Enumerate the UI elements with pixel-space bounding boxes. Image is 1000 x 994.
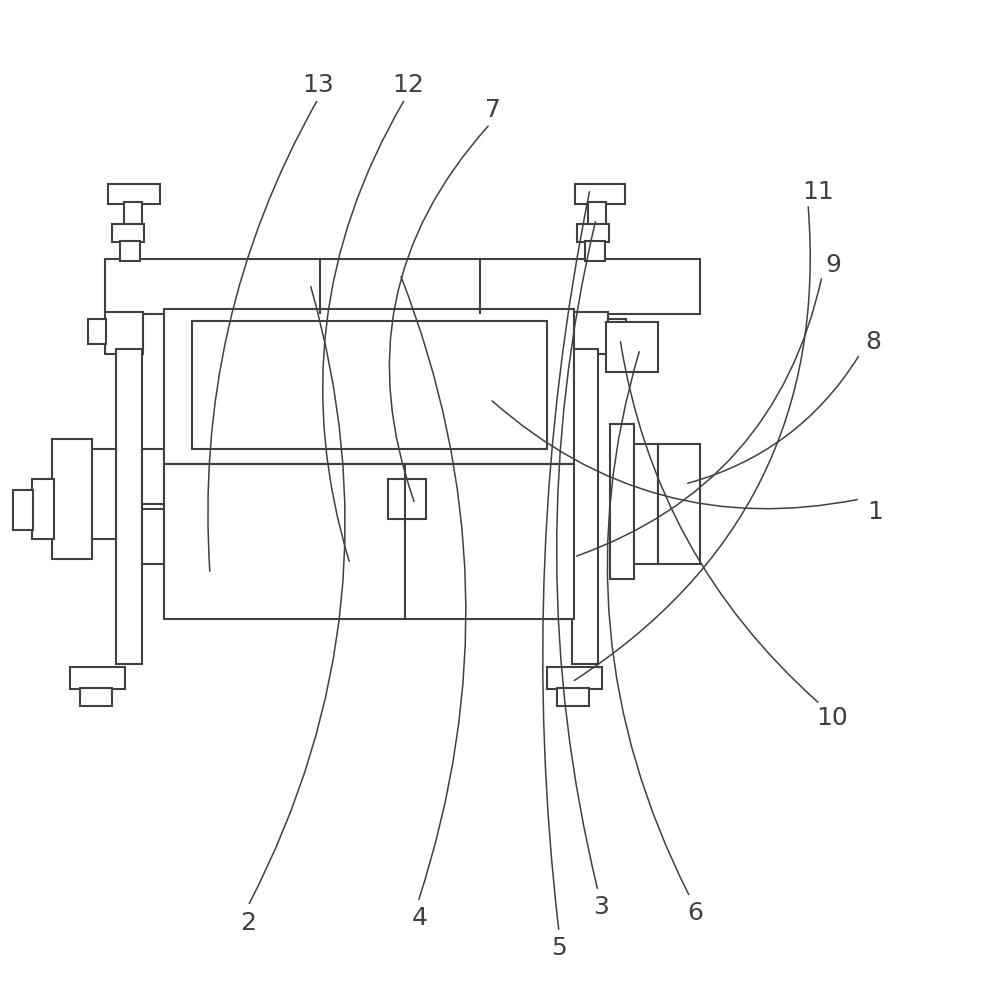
Text: 11: 11 bbox=[802, 180, 834, 204]
Bar bbox=[142, 510, 164, 565]
Bar bbox=[70, 667, 125, 689]
Bar bbox=[88, 320, 106, 345]
Bar bbox=[116, 350, 142, 664]
Bar bbox=[124, 203, 142, 225]
Bar bbox=[142, 449, 164, 505]
Bar bbox=[634, 444, 658, 565]
Bar bbox=[52, 439, 92, 560]
Text: 6: 6 bbox=[687, 901, 703, 924]
Bar bbox=[606, 323, 658, 373]
Bar bbox=[585, 242, 605, 261]
Text: 9: 9 bbox=[825, 252, 841, 276]
Bar bbox=[557, 688, 589, 707]
Bar bbox=[547, 667, 602, 689]
Text: 8: 8 bbox=[865, 330, 881, 354]
Text: 12: 12 bbox=[392, 73, 424, 96]
Bar bbox=[572, 350, 598, 664]
Bar bbox=[13, 490, 33, 531]
Bar bbox=[108, 185, 160, 205]
Bar bbox=[575, 185, 625, 205]
Bar bbox=[120, 242, 140, 261]
Bar bbox=[105, 259, 700, 315]
Bar bbox=[112, 225, 144, 243]
Bar bbox=[32, 479, 54, 540]
Text: 5: 5 bbox=[551, 935, 567, 959]
Bar bbox=[550, 510, 572, 565]
Bar bbox=[588, 203, 606, 225]
Bar bbox=[577, 225, 609, 243]
Bar bbox=[608, 320, 626, 345]
Text: 2: 2 bbox=[240, 911, 256, 934]
Bar bbox=[164, 310, 574, 464]
Bar bbox=[570, 313, 608, 355]
Bar bbox=[610, 424, 634, 580]
Bar bbox=[658, 444, 700, 565]
Text: 10: 10 bbox=[816, 706, 848, 730]
Bar bbox=[550, 449, 572, 505]
Text: 1: 1 bbox=[867, 500, 883, 524]
Text: 7: 7 bbox=[485, 97, 501, 122]
Bar bbox=[388, 479, 426, 520]
Text: 13: 13 bbox=[302, 73, 334, 96]
Text: 4: 4 bbox=[412, 906, 428, 929]
Bar bbox=[164, 464, 574, 619]
Bar bbox=[105, 313, 143, 355]
Bar bbox=[550, 575, 572, 619]
Bar bbox=[90, 449, 116, 540]
Bar bbox=[192, 322, 547, 449]
Text: 3: 3 bbox=[593, 894, 609, 918]
Bar bbox=[80, 688, 112, 707]
